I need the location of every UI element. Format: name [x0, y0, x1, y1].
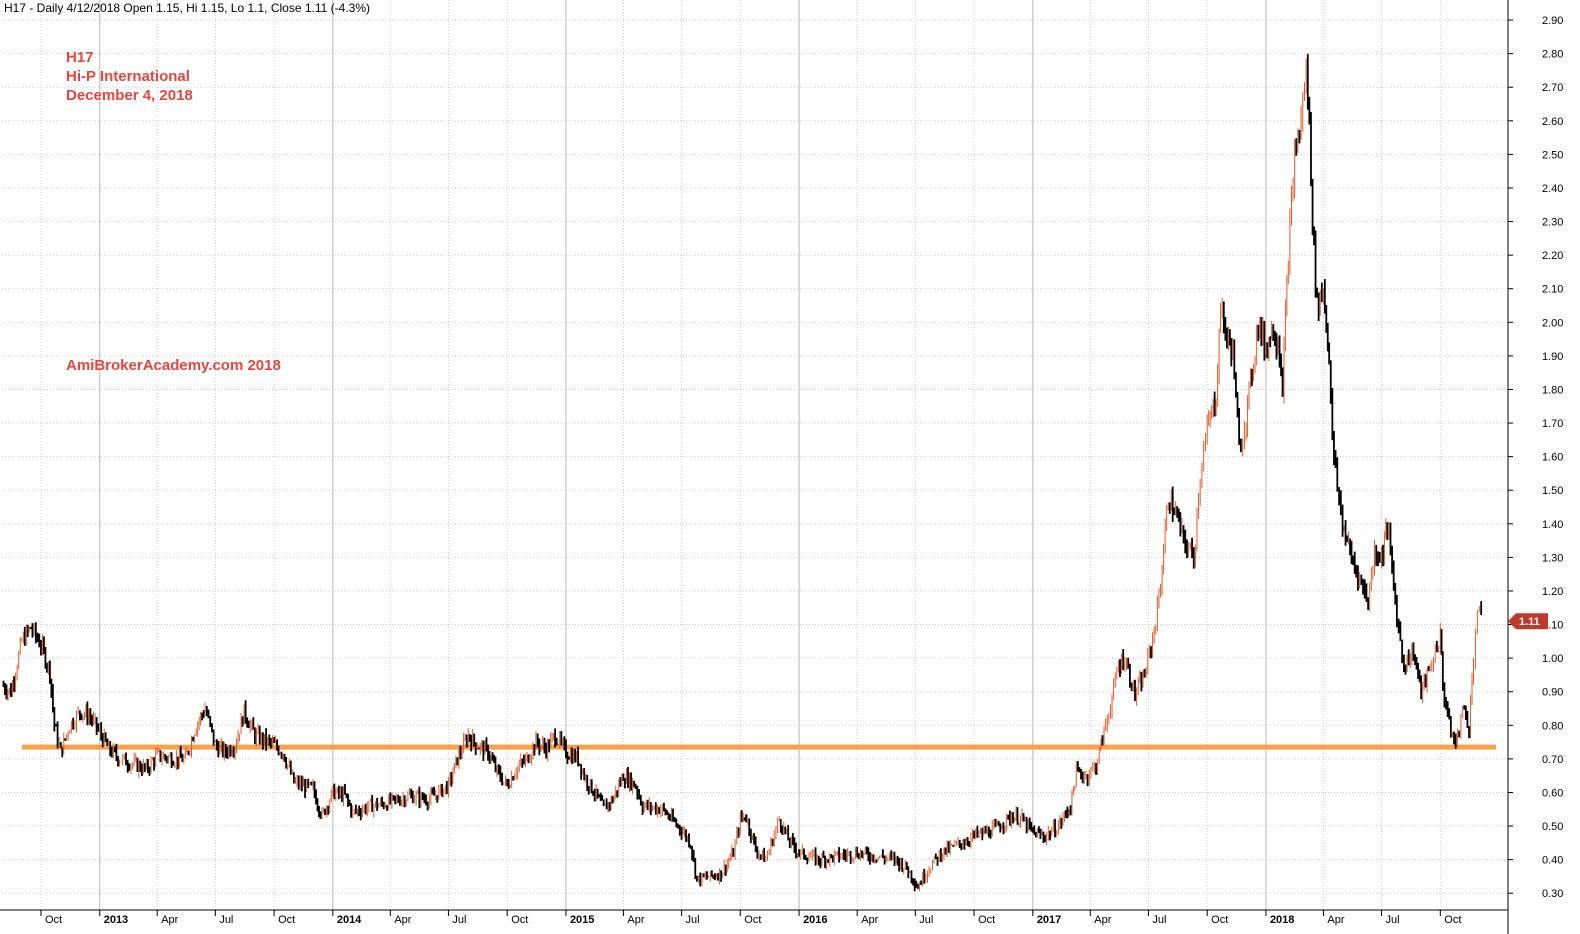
- x-tick-label: Oct: [511, 914, 528, 926]
- last-price-marker: 1.11: [1508, 613, 1548, 630]
- y-tick-label: 1.50: [1542, 485, 1563, 497]
- x-tick-label: 2015: [570, 914, 594, 926]
- y-tick-label: 0.40: [1542, 855, 1563, 867]
- y-tick-label: 2.80: [1542, 49, 1563, 61]
- price-bars-layer: [2, 53, 1483, 892]
- y-tick-label: 1.30: [1542, 552, 1563, 564]
- y-tick-label: 1.80: [1542, 384, 1563, 396]
- y-tick-label: 0.70: [1542, 754, 1563, 766]
- last-price-label: 1.11: [1519, 616, 1540, 628]
- y-tick-label: 1.00: [1542, 653, 1563, 665]
- x-tick-label: Jul: [686, 914, 700, 926]
- x-tick-label: Apr: [1094, 914, 1111, 926]
- annotation-company: Hi-P International: [66, 68, 190, 85]
- y-tick-label: 2.50: [1542, 149, 1563, 161]
- y-tick-label: 0.60: [1542, 787, 1563, 799]
- y-tick-label: 1.40: [1542, 519, 1563, 531]
- x-tick-label: Jul: [452, 914, 466, 926]
- x-tick-label: Jul: [1386, 914, 1400, 926]
- x-tick-label: Apr: [394, 914, 411, 926]
- x-tick-label: Jul: [219, 914, 233, 926]
- y-tick-label: 2.90: [1542, 15, 1563, 27]
- x-tick-label: Oct: [45, 914, 62, 926]
- y-tick-label: 1.20: [1542, 586, 1563, 598]
- y-tick-label: 2.70: [1542, 82, 1563, 94]
- y-tick-label: 2.60: [1542, 116, 1563, 128]
- y-tick-label: 2.40: [1542, 183, 1563, 195]
- y-tick-label: 0.50: [1542, 821, 1563, 833]
- x-tick-label: 2016: [803, 914, 827, 926]
- y-axis: 0.300.400.500.600.700.800.901.001.101.20…: [1507, 0, 1563, 934]
- y-tick-label: 1.60: [1542, 452, 1563, 464]
- x-tick-label: Apr: [161, 914, 178, 926]
- chart-header: H17 - Daily 4/12/2018 Open 1.15, Hi 1.15…: [4, 1, 370, 15]
- x-tick-label: Oct: [744, 914, 761, 926]
- x-tick-label: 2013: [104, 914, 128, 926]
- x-tick-label: Oct: [978, 914, 995, 926]
- x-tick-label: Jul: [919, 914, 933, 926]
- y-tick-label: 0.90: [1542, 687, 1563, 699]
- y-tick-label: 2.10: [1542, 284, 1563, 296]
- annotation-watermark: AmiBrokerAcademy.com 2018: [66, 357, 281, 374]
- y-tick-label: 0.30: [1542, 888, 1563, 900]
- annotation-ticker: H17: [66, 49, 94, 66]
- x-tick-label: Apr: [861, 914, 878, 926]
- x-tick-label: 2018: [1270, 914, 1294, 926]
- grid-layer: [2, 0, 1508, 910]
- x-tick-label: Apr: [1327, 914, 1344, 926]
- x-tick-label: 2014: [337, 914, 362, 926]
- x-tick-label: Jul: [1152, 914, 1166, 926]
- y-tick-label: 2.00: [1542, 317, 1563, 329]
- x-tick-label: Oct: [1211, 914, 1228, 926]
- x-axis: Oct 2013 Apr Jul Oct 2014 Apr Jul Oct 2015 Apr Jul O…: [0, 909, 1508, 926]
- x-tick-label: Oct: [1444, 914, 1461, 926]
- x-tick-label: Apr: [627, 914, 644, 926]
- x-tick-label: Oct: [278, 914, 295, 926]
- x-tick-label: 2017: [1037, 914, 1061, 926]
- annotation-date: December 4, 2018: [66, 87, 193, 104]
- last-price-marker-shape: [1508, 613, 1548, 630]
- y-tick-label: 2.30: [1542, 217, 1563, 229]
- y-tick-label: 2.20: [1542, 250, 1563, 262]
- y-tick-label: 0.80: [1542, 720, 1563, 732]
- y-tick-label: 1.70: [1542, 418, 1563, 430]
- y-tick-label: 1.90: [1542, 351, 1563, 363]
